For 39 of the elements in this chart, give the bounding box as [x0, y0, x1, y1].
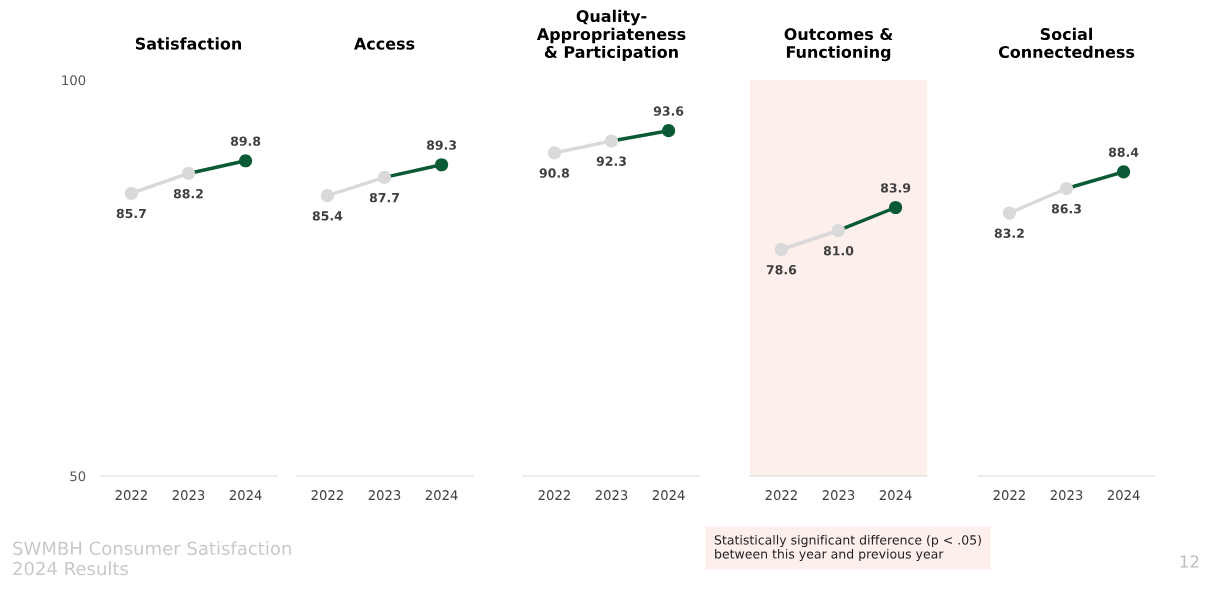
x-tick-label: 2024 [425, 490, 458, 501]
y-tick-label: 100 [62, 75, 86, 86]
data-label: 89.3 [426, 140, 457, 150]
chart-title: Outcomes & Functioning [784, 28, 893, 62]
x-tick-label: 2022 [765, 490, 797, 501]
text: 12 [1180, 555, 1199, 568]
data-label: 83.9 [880, 183, 911, 193]
x-tick-label: 2022 [993, 490, 1025, 501]
data-label: 89.8 [230, 136, 261, 146]
data-label: 93.6 [653, 106, 684, 116]
chart-title: Quality- Appropriateness & Participation [536, 9, 686, 62]
data-label: 87.7 [369, 192, 399, 203]
x-tick-label: 2023 [368, 490, 401, 501]
data-label: 92.3 [596, 156, 626, 166]
data-label: 85.7 [116, 208, 146, 219]
x-tick-label: 2022 [311, 490, 343, 501]
data-label: 81.0 [823, 245, 854, 256]
x-tick-label: 2024 [229, 490, 262, 501]
x-tick-label: 2023 [172, 490, 205, 501]
x-tick-label: 2023 [595, 490, 628, 501]
chart-title: Access [354, 37, 415, 50]
chart-title: Satisfaction [135, 37, 242, 50]
chart-title: Social Connectedness [998, 27, 1135, 58]
data-label: 90.8 [539, 168, 570, 178]
data-label: 88.4 [1108, 147, 1139, 157]
x-tick-label: 2022 [538, 490, 570, 501]
y-tick-label: 50 [70, 471, 86, 482]
data-label: 88.2 [173, 188, 203, 199]
x-tick-label: 2024 [879, 490, 912, 501]
data-label: 78.6 [766, 264, 797, 275]
x-tick-label: 2024 [1107, 490, 1140, 501]
x-tick-label: 2023 [822, 490, 855, 501]
data-label: 83.2 [994, 228, 1024, 239]
text: Statistically significant difference (p < .05) between this year and previous year [714, 534, 981, 562]
x-tick-label: 2024 [652, 490, 685, 501]
x-tick-label: 2023 [1050, 490, 1083, 501]
data-label: 86.3 [1051, 204, 1081, 214]
x-tick-label: 2022 [115, 490, 147, 501]
data-label: 85.4 [312, 211, 343, 221]
